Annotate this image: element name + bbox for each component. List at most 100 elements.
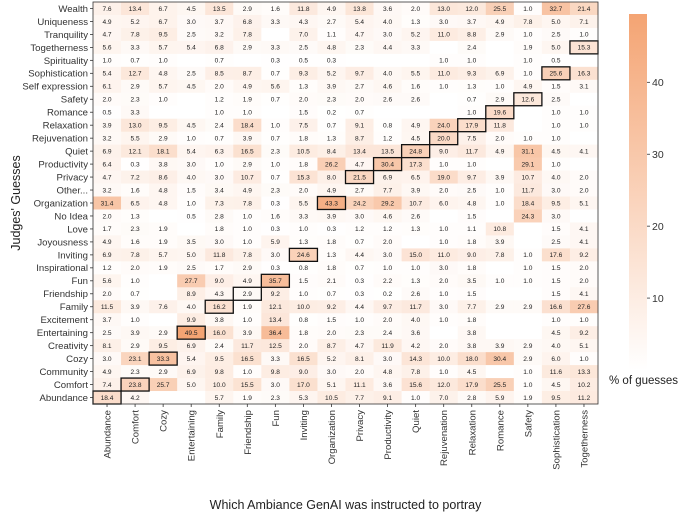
cell-value-label: 1.0: [579, 356, 588, 363]
heatmap-cell: [233, 66, 262, 81]
heatmap-cell: [93, 378, 122, 392]
cell-value-label: 24.2: [353, 200, 366, 207]
heatmap-cell: [149, 209, 178, 223]
cell-value-label: 9.3: [467, 71, 476, 78]
heatmap-cell: [541, 131, 571, 145]
x-tick-label: Organization: [327, 410, 338, 464]
heatmap-cell: [317, 261, 346, 275]
heatmap-cell: [457, 222, 487, 236]
heatmap-cell: [149, 2, 178, 16]
heatmap-cell: [149, 131, 178, 145]
cell-value-label: 1.0: [523, 71, 532, 78]
cell-value-label: 2.3: [355, 45, 364, 52]
cell-value-label: 6.5: [130, 200, 139, 207]
heatmap-cell: [261, 92, 290, 107]
heatmap-cell: [345, 14, 374, 29]
cell-value-label: 8.5: [215, 71, 224, 78]
cell-value-label: 1.0: [411, 395, 420, 402]
heatmap-cell: [541, 313, 571, 327]
heatmap-cell: [289, 40, 318, 55]
cell-value-label: 4.9: [243, 187, 252, 194]
heatmap-cell: [233, 209, 262, 223]
colorbar-title: % of guesses: [609, 375, 678, 387]
cell-value-label: 6.5: [411, 174, 420, 181]
heatmap-cell: [401, 313, 430, 327]
cell-value-label: 8.8: [467, 32, 476, 39]
x-tick-label: Inviting: [299, 410, 310, 440]
cell-value-label: 1.0: [243, 226, 252, 233]
cell-value-label: 0.8: [299, 317, 308, 324]
heatmap-cell: [345, 235, 374, 249]
heatmap-cell: [457, 300, 487, 314]
cell-value-label: 4.1: [579, 148, 588, 155]
cell-value-label: 1.0: [355, 317, 364, 324]
cell-value-label: 0.7: [271, 135, 280, 142]
cell-value-label: 13.0: [129, 122, 142, 129]
heatmap-cell: [121, 66, 150, 81]
heatmap-cell: [345, 66, 374, 81]
heatmap-cell: [177, 2, 206, 16]
heatmap-cell: [317, 157, 346, 171]
heatmap-cell: [457, 170, 487, 184]
cell-value-label: 3.0: [383, 252, 392, 259]
colorbar-tick-label: 20: [652, 221, 664, 233]
heatmap-cell: [569, 183, 599, 197]
cell-value-label: 2.6: [411, 97, 420, 104]
heatmap-cell: [373, 365, 402, 379]
cell-value-label: 3.4: [215, 187, 224, 194]
cell-value-label: 25.5: [493, 6, 506, 13]
cell-value-label: 1.0: [579, 317, 588, 324]
heatmap-cell: [261, 274, 290, 288]
cell-value-label: 2.3: [130, 226, 139, 233]
cell-value-label: 8.9: [187, 291, 196, 298]
heatmap-cell: [261, 170, 290, 184]
heatmap-cell: [345, 131, 374, 145]
cell-value-label: 5.4: [187, 148, 196, 155]
heatmap-cell: [289, 248, 318, 262]
x-axis-title: Which Ambiance GenAI was instructed to p…: [210, 498, 482, 512]
x-tick-label: Abundance: [103, 410, 114, 459]
heatmap-cell: [177, 248, 206, 262]
cell-value-label: 1.9: [243, 395, 252, 402]
cell-value-label: 4.8: [467, 200, 476, 207]
cell-value-label: 9.2: [327, 304, 336, 311]
heatmap-cell: [121, 157, 150, 171]
cell-value-label: 4.0: [411, 317, 420, 324]
heatmap-cell: [317, 66, 346, 81]
cell-value-label: 43.3: [325, 200, 338, 207]
heatmap-cell: [317, 131, 346, 145]
cell-value-label: 0.3: [271, 265, 280, 272]
y-tick-label: Privacy: [57, 172, 89, 183]
heatmap-cell: [261, 248, 290, 262]
cell-value-label: 9.7: [467, 174, 476, 181]
heatmap-cell: [513, 261, 543, 275]
heatmap-cell: [205, 365, 234, 379]
cell-value-label: 2.0: [299, 187, 308, 194]
heatmap-cell: [317, 14, 346, 29]
cell-value-label: 1.0: [439, 161, 448, 168]
heatmap-cell: [93, 222, 122, 236]
heatmap-cell: [569, 352, 599, 366]
cell-value-label: 0.7: [327, 291, 336, 298]
heatmap-cell: [317, 170, 346, 184]
heatmap-cell: [233, 378, 262, 392]
heatmap-cell: [205, 131, 234, 145]
heatmap-cell: [233, 391, 262, 405]
cell-value-label: 9.5: [159, 32, 168, 39]
heatmap-cell: [93, 27, 122, 42]
heatmap-cell: [261, 53, 290, 68]
heatmap-cell: [289, 365, 318, 379]
cell-value-label: 4.0: [187, 304, 196, 311]
heatmap-cell: [569, 339, 599, 353]
cell-value-label: 2.9: [523, 304, 532, 311]
cell-value-label: 0.3: [130, 161, 139, 168]
heatmap-cell: [401, 378, 430, 392]
heatmap-cell: [541, 157, 571, 171]
heatmap-cell: [485, 313, 515, 327]
cell-value-label: 1.1: [327, 32, 336, 39]
cell-value-label: 2.5: [467, 187, 476, 194]
cell-value-label: 1.3: [299, 239, 308, 246]
cell-value-label: 1.9: [243, 304, 252, 311]
heatmap-cell: [513, 157, 543, 171]
cell-value-label: 0.7: [355, 265, 364, 272]
